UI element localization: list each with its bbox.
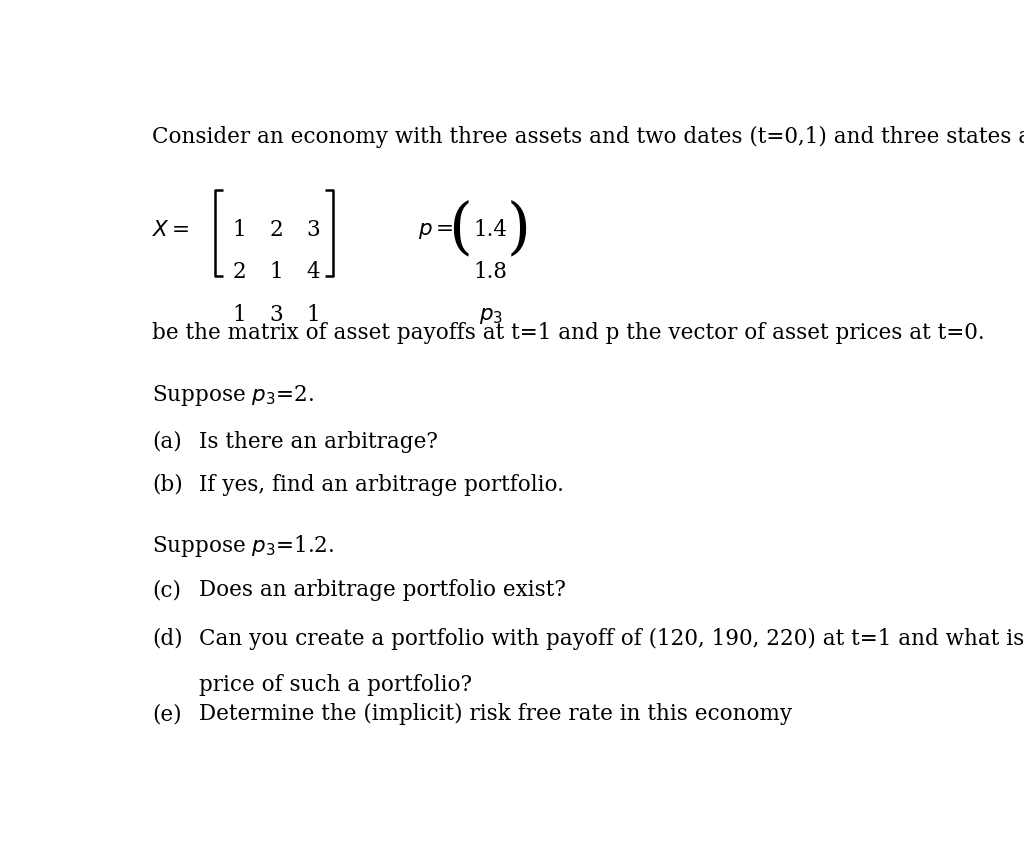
Text: 1: 1 — [232, 219, 246, 241]
Text: ): ) — [507, 200, 530, 260]
Text: (b): (b) — [152, 474, 182, 495]
Text: $p_3$: $p_3$ — [478, 304, 503, 327]
Text: 1.4: 1.4 — [474, 219, 508, 241]
Text: (e): (e) — [152, 704, 181, 725]
Text: 3: 3 — [269, 304, 284, 327]
Text: 4: 4 — [306, 261, 319, 284]
Text: 2: 2 — [269, 219, 284, 241]
Text: Is there an arbitrage?: Is there an arbitrage? — [200, 431, 438, 452]
Text: Does an arbitrage portfolio exist?: Does an arbitrage portfolio exist? — [200, 579, 566, 602]
Text: 2: 2 — [232, 261, 246, 284]
Text: Suppose $p_3$=1.2.: Suppose $p_3$=1.2. — [152, 533, 334, 559]
Text: price of such a portfolio?: price of such a portfolio? — [200, 674, 472, 696]
Text: be the matrix of asset payoffs at t=1 and p the vector of asset prices at t=0.: be the matrix of asset payoffs at t=1 an… — [152, 322, 984, 344]
Text: 3: 3 — [306, 219, 319, 241]
Text: (c): (c) — [152, 579, 181, 602]
Text: 1: 1 — [232, 304, 246, 327]
Text: $X =$: $X =$ — [152, 219, 189, 241]
Text: 1: 1 — [269, 261, 284, 284]
Text: (a): (a) — [152, 431, 181, 452]
Text: Suppose $p_3$=2.: Suppose $p_3$=2. — [152, 383, 313, 408]
Text: Can you create a portfolio with payoff of (120, 190, 220) at t=1 and what is the: Can you create a portfolio with payoff o… — [200, 627, 1024, 650]
Text: 1.8: 1.8 — [474, 261, 508, 284]
Text: 1: 1 — [306, 304, 319, 327]
Text: If yes, find an arbitrage portfolio.: If yes, find an arbitrage portfolio. — [200, 474, 564, 495]
Text: Determine the (implicit) risk free rate in this economy: Determine the (implicit) risk free rate … — [200, 704, 793, 725]
Text: (: ( — [449, 200, 472, 260]
Text: Consider an economy with three assets and two dates (t=0,1) and three states at : Consider an economy with three assets an… — [152, 126, 1024, 148]
Text: (d): (d) — [152, 627, 182, 650]
Text: $p =$: $p =$ — [418, 219, 454, 241]
